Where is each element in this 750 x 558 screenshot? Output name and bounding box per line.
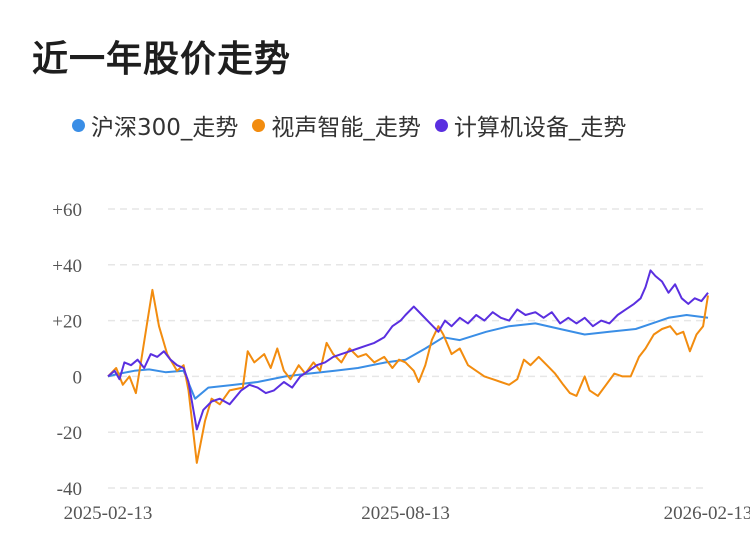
legend-item-hs300[interactable]: 沪深300_走势 xyxy=(72,108,238,142)
y-tick-label: +20 xyxy=(52,312,82,333)
legend-item-computer-equipment[interactable]: 计算机设备_走势 xyxy=(434,108,627,142)
legend-dot-shisheng xyxy=(252,118,266,132)
y-tick-label: 0 xyxy=(73,367,83,388)
grid-lines xyxy=(108,208,708,489)
x-tick-label: 2025-08-13 xyxy=(361,503,450,524)
x-axis-ticks: 2025-02-13 2025-08-13 2026-02-13 xyxy=(64,503,750,524)
legend-label-hs300: 沪深300_走势 xyxy=(91,115,239,141)
legend-label-shisheng: 视声智能_走势 xyxy=(271,115,421,141)
x-tick-label: 2025-02-13 xyxy=(64,503,153,524)
legend-item-shisheng[interactable]: 视声智能_走势 xyxy=(252,108,421,142)
page-title: 近一年股价走势 xyxy=(32,39,292,80)
chart-legend: 沪深300_走势 视声智能_走势 计算机设备_走势 xyxy=(72,108,640,142)
y-tick-label: -40 xyxy=(57,479,82,500)
y-tick-label: +40 xyxy=(52,256,82,277)
legend-label-computer-equipment: 计算机设备_走势 xyxy=(453,115,627,141)
series-line-2 xyxy=(107,269,709,431)
series-line-0 xyxy=(107,314,709,400)
x-tick-label: 2026-02-13 xyxy=(664,503,750,524)
legend-dot-hs300 xyxy=(72,118,85,132)
y-tick-label: -20 xyxy=(57,423,82,444)
y-axis-ticks: +60 +40 +20 0 -20 -40 xyxy=(52,200,82,500)
series-line-1 xyxy=(107,288,709,464)
legend-dot-computer-equipment xyxy=(434,118,448,132)
series-lines xyxy=(107,269,709,464)
y-tick-label: +60 xyxy=(52,200,82,221)
